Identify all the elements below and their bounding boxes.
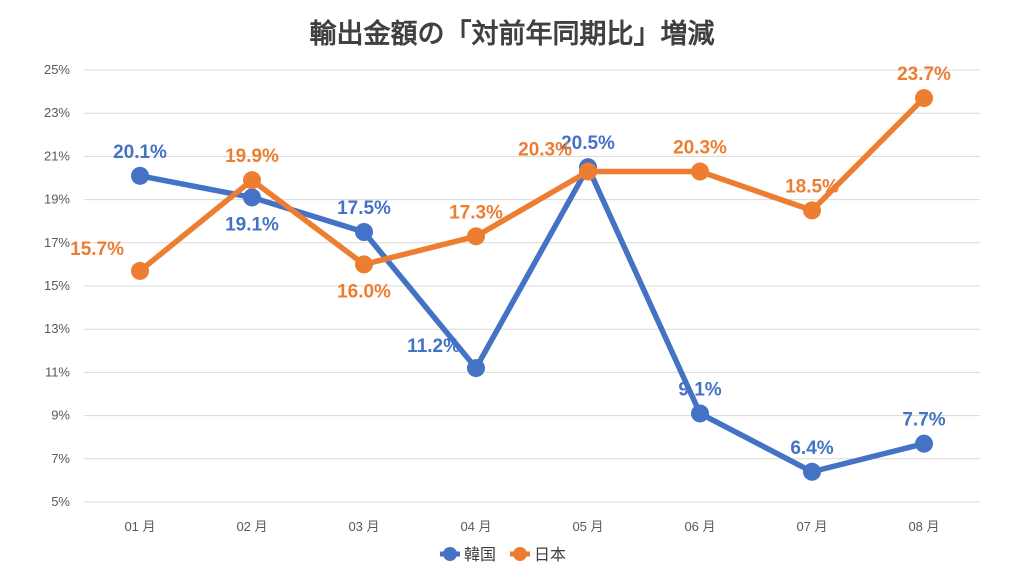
data-point: [131, 261, 149, 280]
gridlines: [84, 69, 980, 503]
x-tick-label: 01 月: [124, 519, 155, 534]
x-axis-ticks: 01 月 02 月 03 月 04 月 05 月 06 月 07 月 08 月: [124, 519, 939, 534]
data-point: [803, 462, 821, 481]
y-tick-label: 25%: [44, 62, 70, 77]
data-point: [243, 171, 261, 190]
x-tick-label: 08 月: [908, 519, 939, 534]
y-tick-label: 7%: [51, 451, 70, 466]
data-label: 19.9%: [225, 146, 279, 167]
data-label: 20.5%: [561, 133, 615, 154]
data-point: [579, 162, 597, 181]
data-label: 6.4%: [790, 438, 833, 459]
data-labels: 20.1% 19.1% 17.5% 11.2% 20.5% 9.1% 6.4% 7.7% 15.…: [70, 64, 951, 459]
legend-label: 日本: [534, 545, 566, 564]
y-tick-label: 13%: [44, 321, 70, 336]
data-point: [803, 201, 821, 220]
data-point: [131, 166, 149, 185]
series-line: [137, 164, 927, 475]
series-japan: [131, 89, 933, 280]
y-tick-label: 17%: [44, 235, 70, 250]
legend-label: 韓国: [464, 545, 496, 564]
chart-title: 輸出金額の「対前年同期比」増減: [310, 18, 715, 50]
data-point: [691, 404, 709, 423]
data-label: 18.5%: [785, 176, 839, 197]
y-tick-label: 9%: [51, 408, 70, 423]
data-point: [467, 227, 485, 246]
data-point: [915, 434, 933, 453]
data-label: 7.7%: [902, 410, 945, 431]
series-line: [137, 95, 927, 274]
legend: 韓国 日本: [440, 545, 566, 564]
x-tick-label: 06 月: [684, 519, 715, 534]
data-label: 17.3%: [449, 202, 503, 223]
y-tick-label: 23%: [44, 105, 70, 120]
y-tick-label: 19%: [44, 192, 70, 207]
data-label: 16.0%: [337, 281, 391, 302]
y-tick-label: 15%: [44, 278, 70, 293]
data-label: 19.1%: [225, 214, 279, 235]
series-lines: [131, 89, 933, 481]
y-tick-label: 21%: [44, 148, 70, 163]
data-label: 9.1%: [678, 379, 721, 400]
legend-item-korea: 韓国: [440, 545, 496, 564]
x-tick-label: 04 月: [460, 519, 491, 534]
data-label: 15.7%: [70, 239, 124, 260]
legend-swatch-marker: [443, 547, 457, 561]
y-axis-ticks: 5% 7% 9% 11% 13% 15% 17% 19% 21% 23% 25%: [44, 62, 70, 509]
y-tick-label: 11%: [45, 364, 70, 379]
data-point: [355, 255, 373, 274]
data-point: [243, 188, 261, 207]
data-label: 20.3%: [673, 138, 727, 159]
series-korea: [131, 158, 933, 481]
data-label: 20.1%: [113, 142, 167, 163]
y-tick-label: 5%: [51, 494, 70, 509]
data-label: 11.2%: [407, 336, 460, 357]
legend-item-japan: 日本: [510, 545, 566, 564]
data-label: 23.7%: [897, 64, 951, 85]
x-tick-label: 03 月: [348, 519, 379, 534]
data-label: 20.3%: [518, 140, 572, 161]
data-point: [691, 162, 709, 181]
data-label: 17.5%: [337, 198, 391, 219]
data-point: [915, 89, 933, 108]
legend-swatch-marker: [513, 547, 527, 561]
data-point: [355, 223, 373, 241]
x-tick-label: 05 月: [572, 519, 603, 534]
x-tick-label: 02 月: [236, 519, 267, 534]
data-point: [467, 359, 485, 378]
x-tick-label: 07 月: [796, 519, 827, 534]
